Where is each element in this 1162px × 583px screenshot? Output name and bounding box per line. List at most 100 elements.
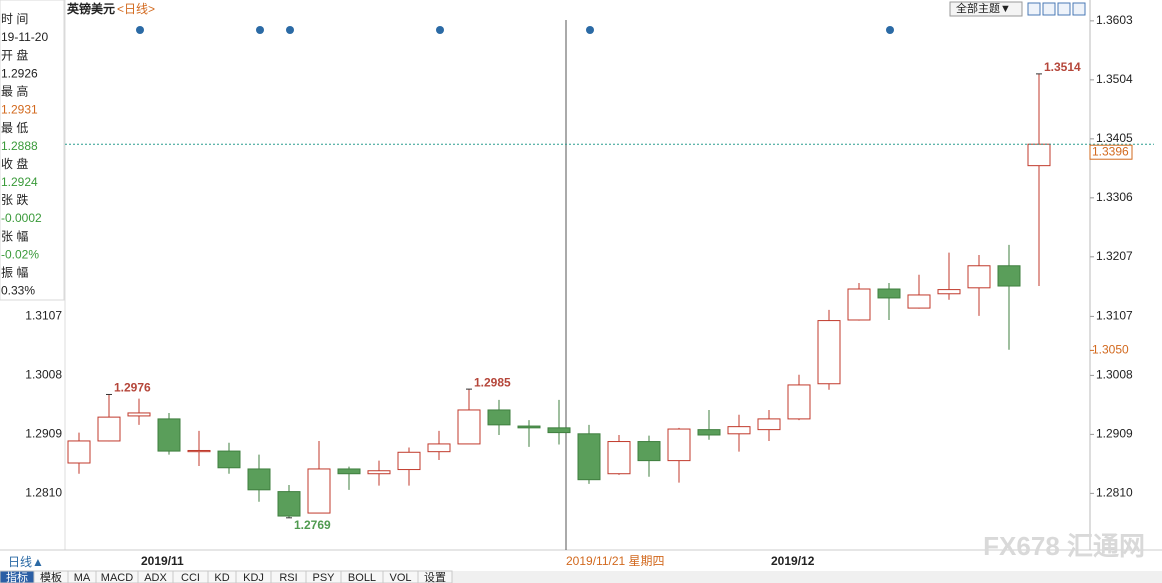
y-tick-label: 1.3107 [1096, 309, 1133, 323]
tab-label[interactable]: MA [74, 572, 91, 583]
info-value: 1.2888 [1, 139, 38, 153]
y-tick-label: 1.3504 [1096, 72, 1133, 86]
tab-label[interactable]: 设置 [424, 571, 446, 583]
event-marker[interactable] [436, 26, 444, 34]
info-value: 0.33% [1, 284, 35, 298]
candle-body [967, 265, 991, 289]
high-label: 1.2976 [114, 381, 151, 395]
last-price-label: 1.3396 [1092, 144, 1129, 158]
candle-body [127, 412, 151, 417]
theme-button[interactable] [949, 1, 1023, 17]
candle-body [427, 443, 451, 453]
candle-body [367, 470, 391, 475]
candle-body [67, 440, 91, 464]
info-value: -0.02% [1, 247, 39, 261]
candle-body [217, 450, 241, 469]
candle-body [757, 418, 781, 431]
info-label: 时 间 [1, 12, 28, 26]
candle-body [1027, 143, 1051, 167]
candle-body [907, 294, 931, 309]
candle-body [637, 441, 661, 462]
high-label: 1.3514 [1044, 60, 1081, 74]
chart-title: 英镑美元 [67, 1, 115, 16]
period-toggle[interactable]: 日线▲ [8, 555, 44, 569]
tab-label[interactable]: CCI [181, 572, 200, 583]
info-label: 收 盘 [1, 156, 28, 171]
info-label: 最 高 [1, 84, 28, 99]
tab-label[interactable]: KD [214, 572, 229, 583]
y-tick-label: 1.3405 [1096, 131, 1133, 145]
y-tick-label: 1.2810 [1096, 486, 1133, 500]
candle-body [847, 288, 871, 321]
candle-body [997, 265, 1021, 287]
event-marker[interactable] [256, 26, 264, 34]
candle-body [277, 491, 301, 517]
y-tick-label: 1.3008 [1096, 368, 1133, 382]
y-tick-label: 1.3603 [1096, 13, 1133, 27]
info-value: 19-11-20 [1, 30, 48, 44]
tab-label[interactable]: 指标 [6, 570, 28, 583]
candle-body [547, 427, 571, 434]
candle-body [577, 433, 601, 481]
candle-body [97, 416, 121, 442]
crosshair-date-label: 2019/11/21 星期四 [566, 554, 665, 568]
candle-body [697, 429, 721, 436]
tab-label[interactable]: RSI [279, 572, 297, 583]
zoom-out-icon[interactable] [1042, 2, 1056, 16]
low-label: 1.2769 [294, 518, 331, 532]
info-value: 1.2931 [1, 103, 38, 117]
tab-label[interactable]: BOLL [348, 572, 376, 583]
event-marker[interactable] [136, 26, 144, 34]
tab-label[interactable]: 模板 [40, 570, 62, 583]
candle-body [337, 468, 361, 475]
info-label: 张 跌 [1, 192, 28, 207]
crosshair-price-label: 1.3050 [1092, 343, 1129, 357]
tab-label[interactable]: VOL [389, 572, 411, 583]
candle-body [607, 441, 631, 475]
theme-button-label[interactable]: 全部主题▼ [956, 1, 1011, 15]
info-label: 张 幅 [1, 228, 28, 243]
move-right-icon[interactable] [1072, 2, 1086, 16]
event-marker[interactable] [886, 26, 894, 34]
toolbar-icons [1027, 2, 1086, 16]
candle-body [187, 449, 211, 453]
candle-body [787, 384, 811, 420]
tab[interactable] [417, 570, 453, 583]
tab-label[interactable]: MACD [101, 572, 133, 583]
crosshair-date-box [562, 554, 674, 569]
x-tick-label: 2019/12 [771, 554, 815, 568]
y-tick-label-left: 1.2909 [25, 427, 62, 441]
candle-body [877, 288, 901, 299]
candle-body [517, 425, 541, 429]
tab-label[interactable]: ADX [144, 572, 167, 583]
last-price-box [1089, 144, 1133, 160]
candle-body [307, 468, 331, 514]
candle-body [157, 418, 181, 452]
y-tick-label: 1.2909 [1096, 427, 1133, 441]
x-tick-label: 2019/11 [141, 554, 184, 568]
move-left-icon[interactable] [1057, 2, 1071, 16]
event-markers [136, 26, 894, 34]
info-label: 振 幅 [1, 265, 28, 280]
info-value: 1.2924 [1, 175, 38, 189]
candle-body [817, 320, 841, 385]
tab-label[interactable]: PSY [312, 572, 335, 583]
candle-body [667, 428, 691, 462]
chart-subtitle: <日线> [117, 2, 155, 16]
high-label: 1.2985 [474, 375, 511, 389]
y-tick-label-left: 1.3008 [25, 368, 62, 382]
info-label: 最 低 [1, 121, 28, 135]
candle-body [397, 451, 421, 471]
candle-body [457, 409, 481, 445]
info-value: -0.0002 [1, 211, 42, 225]
zoom-in-icon[interactable] [1027, 2, 1041, 16]
event-marker[interactable] [586, 26, 594, 34]
y-tick-label: 1.3306 [1096, 190, 1133, 204]
tab-label[interactable]: KDJ [243, 572, 264, 583]
event-marker[interactable] [286, 26, 294, 34]
watermark: FX678 汇通网 [983, 531, 1145, 561]
info-label: 开 盘 [1, 47, 28, 62]
